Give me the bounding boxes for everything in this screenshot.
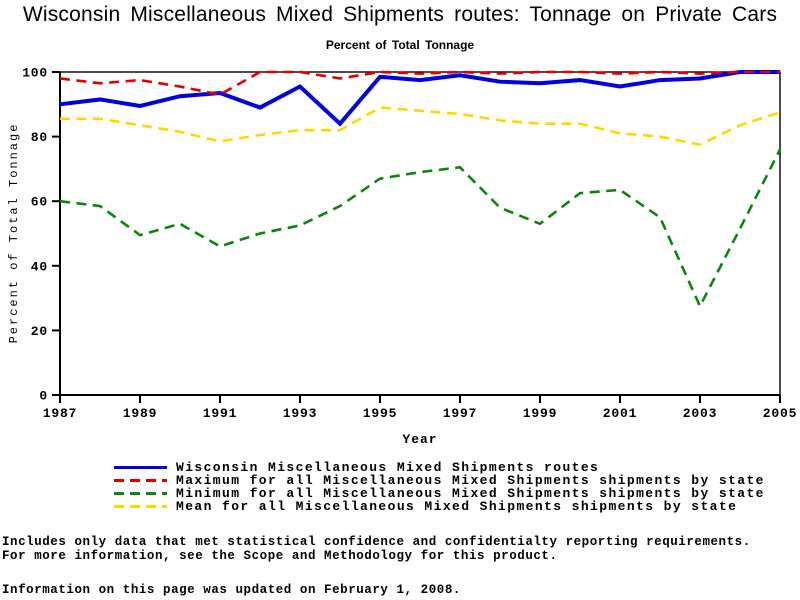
x-tick-label: 1989 <box>123 406 157 421</box>
legend-label-mean: Mean for all Miscellaneous Mixed Shipmen… <box>176 499 738 514</box>
footnote-line-2: For more information, see the Scope and … <box>2 548 558 563</box>
series-line-maximum <box>59 70 780 96</box>
legend: Wisconsin Miscellaneous Mixed Shipments … <box>114 461 765 513</box>
legend-label-minimum: Minimum for all Miscellaneous Mixed Ship… <box>176 486 765 501</box>
x-tick-label: 1987 <box>43 406 77 421</box>
legend-item-maximum: Maximum for all Miscellaneous Mixed Ship… <box>114 474 765 487</box>
legend-item-mean: Mean for all Miscellaneous Mixed Shipmen… <box>114 500 765 513</box>
x-tick-label: 2003 <box>683 406 717 421</box>
legend-item-minimum: Minimum for all Miscellaneous Mixed Ship… <box>114 487 765 500</box>
legend-swatch-wisconsin <box>114 466 167 469</box>
series-line-minimum <box>59 148 782 310</box>
x-axis-title: Year <box>402 432 438 447</box>
x-tick-label: 1991 <box>203 406 237 421</box>
y-axis-title: Percent of Total Tonnage <box>7 122 21 344</box>
y-tick-label: 100 <box>22 66 48 81</box>
plot-frame <box>59 71 781 396</box>
x-tick-label: 1993 <box>283 406 317 421</box>
x-tick-label: 2005 <box>763 406 797 421</box>
footnote-line-1: Includes only data that met statistical … <box>2 535 751 549</box>
updated-note: Information on this page was updated on … <box>2 583 461 597</box>
y-tick-label: 40 <box>31 259 48 274</box>
x-tick-label: 2001 <box>603 406 637 421</box>
legend-swatch-mean <box>114 505 167 508</box>
series-line-mean <box>60 106 781 147</box>
x-tick-label: 1995 <box>363 406 397 421</box>
legend-swatch-minimum <box>114 492 167 495</box>
x-tick-label: 1997 <box>443 406 477 421</box>
y-tick-label: 60 <box>31 195 48 210</box>
y-tick-label: 20 <box>31 324 48 339</box>
y-tick-label: 80 <box>31 130 48 145</box>
legend-label-maximum: Maximum for all Miscellaneous Mixed Ship… <box>176 473 765 488</box>
chart-subtitle: Percent of Total Tonnage <box>325 38 475 52</box>
y-tick-label: 0 <box>39 389 48 404</box>
legend-item-wisconsin: Wisconsin Miscellaneous Mixed Shipments … <box>114 461 765 474</box>
chart-title: Wisconsin Miscellaneous Mixed Shipments … <box>22 3 778 26</box>
legend-swatch-maximum <box>114 479 167 482</box>
x-tick-label: 1999 <box>523 406 557 421</box>
series-line-wisconsin <box>59 70 780 127</box>
legend-label-wisconsin: Wisconsin Miscellaneous Mixed Shipments … <box>176 460 600 475</box>
